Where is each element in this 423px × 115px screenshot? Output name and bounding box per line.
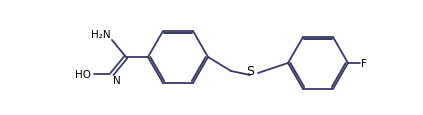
Text: F: F (361, 59, 367, 68)
Text: S: S (246, 64, 254, 77)
Text: HO: HO (75, 69, 91, 79)
Text: H₂N: H₂N (91, 30, 111, 40)
Text: N: N (113, 75, 121, 85)
